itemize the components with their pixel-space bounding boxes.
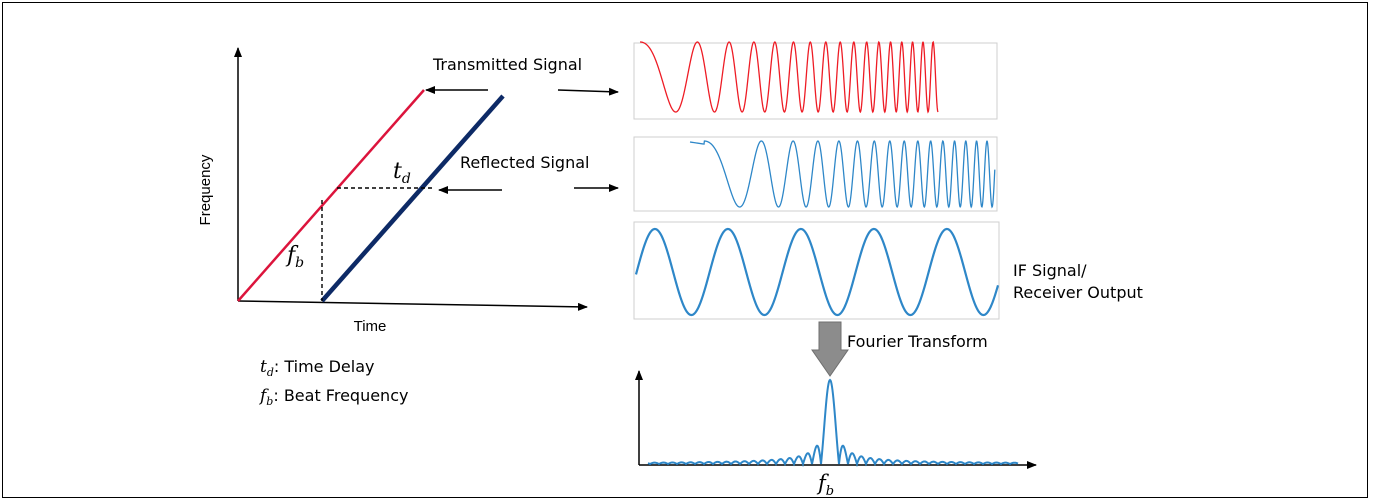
- y-axis-label: Frequency: [197, 154, 214, 225]
- legend-item-time-delay: td: Time Delay: [260, 357, 375, 379]
- reflected-signal-panel: [633, 136, 998, 212]
- spectrum-curve: [647, 378, 1019, 468]
- legend: td: Time Delay fb: Beat Frequency: [258, 357, 408, 408]
- chirp-plot: Frequency Time td fb: [197, 47, 588, 335]
- spectrum-peak-label: fb: [816, 471, 834, 499]
- legend-item-beat-frequency: fb: Beat Frequency: [258, 386, 408, 408]
- reflected-chirp-line: [320, 94, 505, 303]
- x-axis: [237, 300, 588, 311]
- if-signal-label-line2: Receiver Output: [1013, 283, 1143, 302]
- x-axis-label: Time: [354, 318, 387, 335]
- delay-label: td: [393, 159, 411, 187]
- beat-label: fb: [285, 243, 304, 271]
- fourier-transform-label: Fourier Transform: [847, 332, 988, 351]
- transmitted-signal-arrow: [557, 87, 619, 96]
- if-waveform: [634, 227, 1000, 317]
- if-signal-panel: [633, 221, 1000, 320]
- fourier-transform-arrow: [811, 321, 849, 377]
- reflected-signal-label: Reflected Signal: [460, 153, 589, 172]
- transmitted-signal-panel: [633, 40, 998, 120]
- transmitted-signal-label: Transmitted Signal: [432, 55, 582, 74]
- if-signal-label-line1: IF Signal/: [1013, 261, 1087, 280]
- spectrum-plot: fb: [635, 370, 1037, 499]
- reflected-waveform: [689, 139, 996, 209]
- transmitted-waveform: [639, 40, 939, 114]
- transmitted-chirp-line: [237, 89, 425, 302]
